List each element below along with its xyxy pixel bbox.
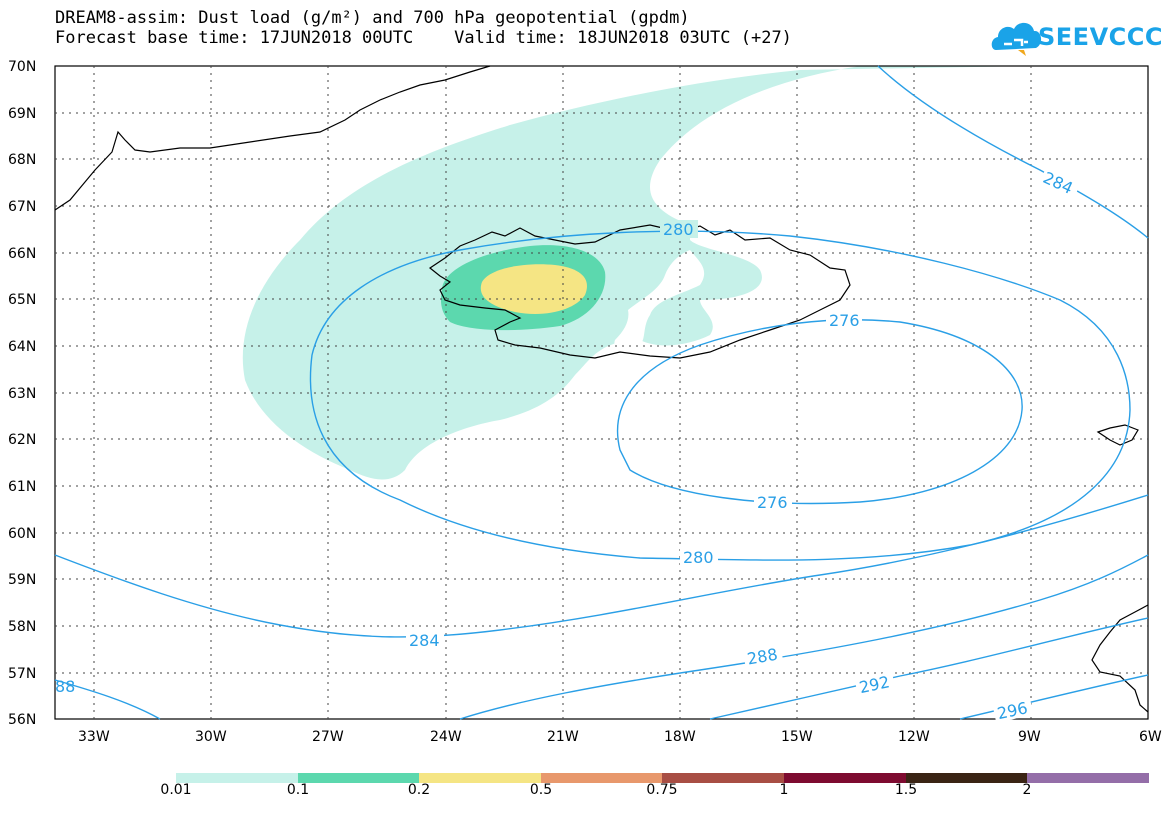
dust-region-0.2 xyxy=(480,264,587,315)
lon-label: 30W xyxy=(195,729,227,745)
lat-label: 59N xyxy=(8,572,36,588)
colorbar-label: 0.2 xyxy=(407,782,431,798)
contour-label: 288 xyxy=(746,645,779,669)
contour-label: 292 xyxy=(857,672,891,697)
scotland-coast xyxy=(1091,604,1149,713)
colorbar-swatch xyxy=(1027,773,1149,783)
lon-label: 27W xyxy=(312,729,344,745)
longitude-labels: 33W 30W 27W 24W 21W 18W 15W 12W 9W 6W xyxy=(78,729,1162,745)
colorbar-swatch xyxy=(906,773,1027,783)
lon-label: 6W xyxy=(1139,729,1162,745)
lat-label: 67N xyxy=(8,199,36,215)
colorbar-label: 1 xyxy=(779,782,789,798)
lon-label: 24W xyxy=(430,729,462,745)
lon-label: 21W xyxy=(547,729,579,745)
contour-label: 88 xyxy=(55,677,75,696)
lon-label: 12W xyxy=(898,729,930,745)
latitude-labels: 70N 69N 68N 67N 66N 65N 64N 63N 62N 61N … xyxy=(8,59,36,728)
contour-label: 284 xyxy=(409,631,440,650)
lat-label: 57N xyxy=(8,666,36,682)
contour-284-south xyxy=(54,494,1149,638)
lat-label: 63N xyxy=(8,386,36,402)
lat-label: 60N xyxy=(8,526,36,542)
map-title: DREAM8-assim: Dust load (g/m²) and 700 h… xyxy=(55,8,690,28)
lat-label: 70N xyxy=(8,59,36,75)
colorbar-label: 0.5 xyxy=(529,782,553,798)
colorbar-swatch xyxy=(541,773,662,783)
logo-text: SEEVCCC xyxy=(1038,23,1163,51)
lat-label: 58N xyxy=(8,619,36,635)
colorbar-swatch xyxy=(298,773,419,783)
lat-label: 61N xyxy=(8,479,36,495)
lat-label: 69N xyxy=(8,106,36,122)
greenland-coast xyxy=(54,65,491,211)
contour-label: 276 xyxy=(757,493,788,512)
contour-288 xyxy=(459,554,1149,720)
lon-label: 18W xyxy=(664,729,696,745)
lat-label: 65N xyxy=(8,292,36,308)
colorbar-label: 0.75 xyxy=(646,782,678,798)
colorbar-label: 1.5 xyxy=(894,782,918,798)
map-subtitle: Forecast base time: 17JUN2018 00UTC Vali… xyxy=(55,28,792,48)
dust-region-0.01-hole xyxy=(614,250,705,353)
dust-region-0.01 xyxy=(242,66,1031,480)
gridlines xyxy=(55,66,1148,719)
lon-label: 33W xyxy=(78,729,110,745)
cloud-icon xyxy=(991,22,1042,56)
contour-label: 280 xyxy=(663,220,694,239)
coastlines xyxy=(54,65,1149,713)
lat-label: 66N xyxy=(8,246,36,262)
colorbar-swatch xyxy=(662,773,784,783)
lon-label: 9W xyxy=(1018,729,1041,745)
dust-load-shading xyxy=(242,66,1031,480)
colorbar-label: 2 xyxy=(1022,782,1032,798)
colorbar-label: 0.01 xyxy=(160,782,192,798)
colorbar-swatch xyxy=(784,773,906,783)
lat-label: 56N xyxy=(8,712,36,728)
colorbar-swatch xyxy=(176,773,298,783)
contour-280 xyxy=(309,230,1131,561)
contour-label: 280 xyxy=(683,548,714,567)
contour-296 xyxy=(959,674,1149,720)
contour-288-west xyxy=(54,679,161,720)
contour-284-north xyxy=(877,65,1149,239)
contour-labels: 280 284 276 276 280 284 288 292 296 88 xyxy=(55,168,1081,723)
lat-label: 68N xyxy=(8,152,36,168)
lon-label: 15W xyxy=(781,729,813,745)
contour-label: 276 xyxy=(829,311,860,330)
colorbar-swatch xyxy=(419,773,541,783)
contour-276 xyxy=(616,319,1023,505)
colorbar-label: 0.1 xyxy=(286,782,310,798)
lat-label: 62N xyxy=(8,432,36,448)
faroe-coast xyxy=(1096,424,1139,446)
iceland-coast xyxy=(428,224,851,359)
contour-292 xyxy=(709,617,1149,720)
lat-label: 64N xyxy=(8,339,36,355)
